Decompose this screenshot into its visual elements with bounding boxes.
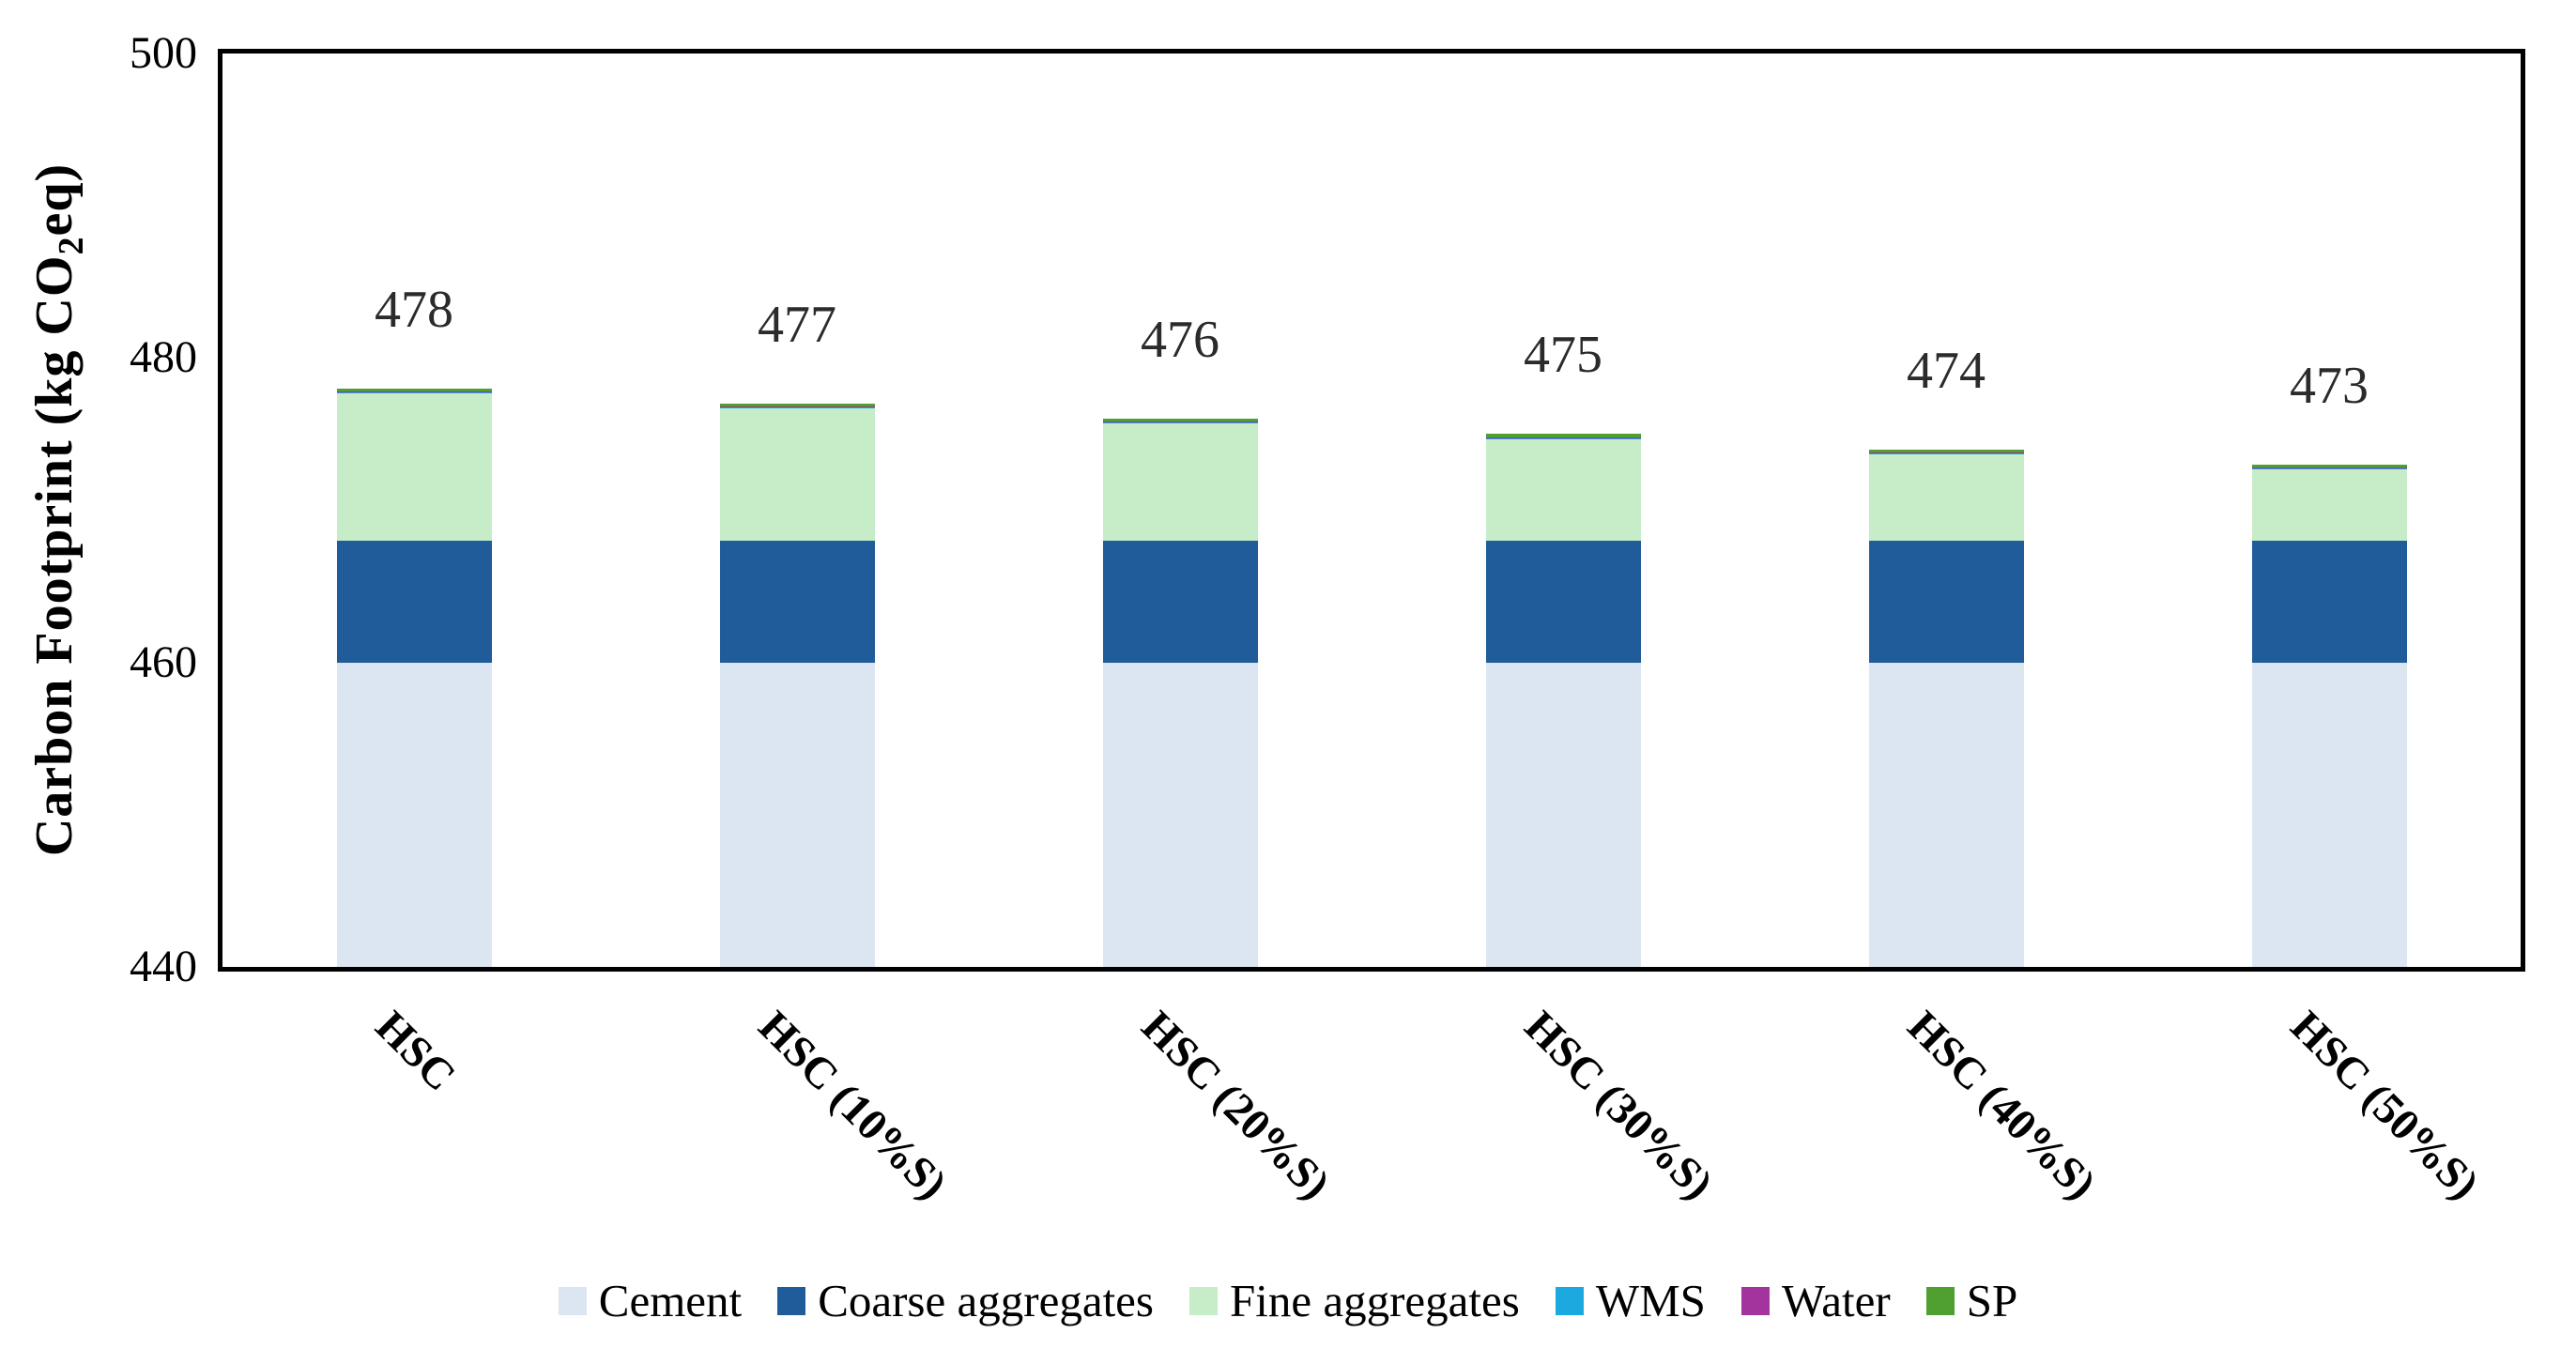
- bar-segment-cement: [1868, 662, 2024, 967]
- legend-item-fine-aggregates: Fine aggregates: [1189, 1277, 1520, 1326]
- legend-label: SP: [1966, 1275, 2018, 1326]
- legend-label: Cement: [598, 1275, 743, 1326]
- legend-item-sp: SP: [1925, 1275, 2018, 1326]
- bar-segment-sp: [1485, 434, 1641, 437]
- legend: Cement Coarse aggregates Fine aggregates WM…: [0, 1277, 2576, 1326]
- bar-total-label: 477: [758, 295, 836, 354]
- bar-segment-wms: [1485, 437, 1641, 439]
- legend-label: WMS: [1595, 1275, 1706, 1326]
- x-tick-label: HSC: [365, 1002, 466, 1101]
- bar-segment-wms: [1102, 422, 1258, 424]
- bar-segment-fine-aggregates: [1485, 438, 1641, 541]
- bar-segment-sp: [2251, 464, 2407, 468]
- bar-segment-fine-aggregates: [719, 407, 875, 541]
- bar-segment-water: [1485, 437, 1641, 438]
- legend-label: Water: [1781, 1275, 1891, 1326]
- x-tick-label: HSC (40%S): [1897, 1002, 2106, 1209]
- y-axis-title: Carbon Footprint (kg CO2eq): [24, 162, 91, 856]
- x-tick-label: HSC (20%S): [1131, 1002, 1340, 1209]
- legend-item-water: Water: [1740, 1275, 1891, 1326]
- bar-segment-cement: [719, 662, 875, 967]
- x-tick-label: HSC (30%S): [1514, 1002, 1723, 1209]
- bar-segment-water: [1102, 421, 1258, 423]
- legend-swatch-icon: [558, 1287, 587, 1315]
- legend-swatch-icon: [1555, 1287, 1584, 1315]
- bar-total-label: 473: [2290, 356, 2369, 415]
- plot-area: [222, 54, 2521, 967]
- x-tick-label: HSC (10%S): [748, 1002, 957, 1209]
- bar-segment-cement: [1102, 662, 1258, 967]
- y-axis-title-subscript: 2: [52, 236, 92, 255]
- bar-segment-fine-aggregates: [336, 392, 492, 541]
- bar-segment-sp: [719, 404, 875, 407]
- legend-item-coarse-aggregates: Coarse aggregates: [777, 1277, 1154, 1326]
- plot-frame: [218, 49, 2525, 972]
- bar-segment-cement: [1485, 662, 1641, 967]
- bar-segment-wms: [336, 391, 492, 393]
- legend-label: Coarse aggregates: [818, 1275, 1154, 1326]
- bar-segment-water: [1868, 452, 2024, 453]
- bar-segment-coarse-aggregates: [2251, 540, 2407, 663]
- bar-segment-wms: [1868, 452, 2024, 454]
- bar-segment-coarse-aggregates: [1868, 540, 2024, 663]
- bar-segment-fine-aggregates: [1102, 423, 1258, 541]
- bar-total-label: 478: [375, 280, 453, 339]
- bar-total-label: 474: [1907, 341, 1986, 400]
- bar-segment-fine-aggregates: [1868, 453, 2024, 541]
- legend-item-cement: Cement: [558, 1275, 743, 1326]
- bar-total-label: 475: [1524, 326, 1602, 385]
- bar-segment-sp: [336, 388, 492, 392]
- bar-segment-water: [336, 391, 492, 392]
- bar-segment-coarse-aggregates: [719, 540, 875, 663]
- legend-swatch-icon: [1925, 1287, 1955, 1315]
- bar-segment-sp: [1868, 449, 2024, 452]
- y-tick-label: 460: [130, 636, 197, 687]
- x-tick-label: HSC (50%S): [2280, 1002, 2489, 1209]
- y-tick-label: 480: [130, 332, 197, 383]
- bar-segment-coarse-aggregates: [336, 540, 492, 663]
- bar-segment-coarse-aggregates: [1485, 540, 1641, 663]
- bar-segment-sp: [1102, 419, 1258, 422]
- bar-segment-wms: [2251, 467, 2407, 469]
- bar-segment-coarse-aggregates: [1102, 540, 1258, 663]
- bar-segment-water: [719, 406, 875, 408]
- legend-label: Fine aggregates: [1230, 1275, 1520, 1326]
- bar-segment-cement: [336, 662, 492, 967]
- bar-total-label: 476: [1141, 311, 1219, 370]
- y-axis-title-suffix: eq): [25, 162, 84, 237]
- legend-swatch-icon: [1189, 1287, 1218, 1315]
- legend-item-wms: WMS: [1555, 1275, 1706, 1326]
- legend-swatch-icon: [1740, 1287, 1770, 1315]
- legend-swatch-icon: [777, 1287, 806, 1315]
- bar-segment-water: [2251, 467, 2407, 469]
- y-tick-label: 440: [130, 942, 197, 991]
- bar-segment-fine-aggregates: [2251, 468, 2407, 541]
- bar-segment-cement: [2251, 662, 2407, 967]
- y-tick-label: 500: [130, 28, 197, 78]
- bar-segment-wms: [719, 407, 875, 408]
